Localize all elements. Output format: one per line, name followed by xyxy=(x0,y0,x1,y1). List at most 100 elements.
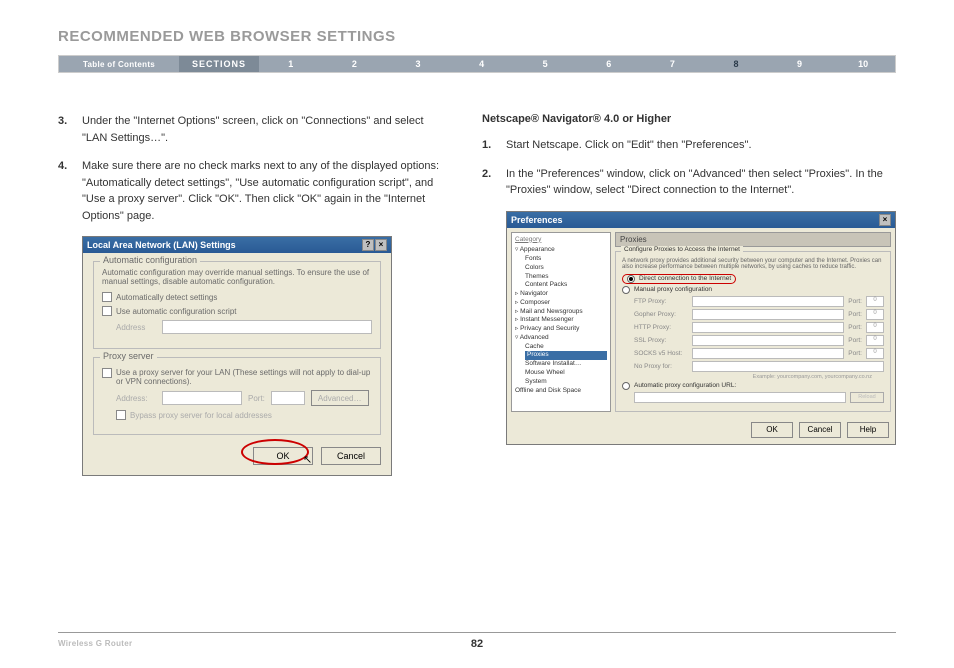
proxy-row-gopher: Gopher Proxy: Port: 0 xyxy=(634,309,884,320)
checkbox-label: Bypass proxy server for local addresses xyxy=(130,411,272,420)
nav-4[interactable]: 4 xyxy=(450,56,514,72)
nav-9[interactable]: 9 xyxy=(768,56,832,72)
step-num: 4. xyxy=(58,158,82,224)
step-text: Make sure there are no check marks next … xyxy=(82,158,447,224)
http-port-input[interactable]: 0 xyxy=(866,322,884,333)
tree-cache[interactable]: Cache xyxy=(525,343,607,352)
help-button[interactable]: Help xyxy=(847,422,889,438)
proxies-panel: Proxies Configure Proxies to Access the … xyxy=(615,232,891,412)
nav-8[interactable]: 8 xyxy=(704,56,768,72)
category-tree[interactable]: Category ▿ Appearance Fonts Colors Theme… xyxy=(511,232,611,412)
panel-title: Proxies xyxy=(615,232,891,247)
content: 3. Under the "Internet Options" screen, … xyxy=(0,73,954,476)
reload-button[interactable]: Reload xyxy=(850,392,884,403)
step-text: Start Netscape. Click on "Edit" then "Pr… xyxy=(506,137,752,154)
cancel-button[interactable]: Cancel xyxy=(321,447,381,465)
nav-6[interactable]: 6 xyxy=(577,56,641,72)
tree-content-packs[interactable]: Content Packs xyxy=(525,281,607,290)
checkbox-bypass[interactable] xyxy=(116,410,126,420)
cancel-button[interactable]: Cancel xyxy=(799,422,841,438)
netscape-heading: Netscape® Navigator® 4.0 or Higher xyxy=(482,113,896,125)
close-icon[interactable]: × xyxy=(375,239,387,251)
checkbox-auto-script[interactable] xyxy=(102,306,112,316)
proxy-address-input[interactable] xyxy=(162,391,242,405)
lan-dialog: Local Area Network (LAN) Settings ? × Au… xyxy=(82,236,392,476)
tree-appearance[interactable]: ▿ Appearance xyxy=(515,246,607,255)
address-input[interactable] xyxy=(162,320,372,334)
panel-group-title: Configure Proxies to Access the Internet xyxy=(621,246,743,253)
tree-fonts[interactable]: Fonts xyxy=(525,255,607,264)
tree-im[interactable]: ▹ Instant Messenger xyxy=(515,316,607,325)
nav-10[interactable]: 10 xyxy=(831,56,895,72)
ftp-port-input[interactable]: 0 xyxy=(866,296,884,307)
proxy-port-input[interactable] xyxy=(271,391,305,405)
no-proxy-input[interactable] xyxy=(692,361,884,372)
highlight-ring: Direct connection to the Internet xyxy=(622,274,736,284)
proxy-row-socks: SOCKS v5 Host: Port: 0 xyxy=(634,348,884,359)
tree-mouse[interactable]: Mouse Wheel xyxy=(525,369,607,378)
port-label: Port: xyxy=(848,337,862,344)
checkbox-auto-detect[interactable] xyxy=(102,292,112,302)
tree-software[interactable]: Software Installat… xyxy=(525,360,607,369)
help-icon[interactable]: ? xyxy=(362,239,374,251)
nav-5[interactable]: 5 xyxy=(513,56,577,72)
lan-titlebar: Local Area Network (LAN) Settings ? × xyxy=(83,237,391,253)
port-label: Port: xyxy=(848,311,862,318)
step-3: 3. Under the "Internet Options" screen, … xyxy=(58,113,447,146)
tree-composer[interactable]: ▹ Composer xyxy=(515,299,607,308)
step-2r: 2. In the "Preferences" window, click on… xyxy=(482,166,896,199)
nav-toc[interactable]: Table of Contents xyxy=(59,56,179,72)
tree-offline[interactable]: Offline and Disk Space xyxy=(515,387,607,396)
ok-button[interactable]: OK xyxy=(751,422,793,438)
pref-title: Preferences xyxy=(511,215,563,225)
gopher-proxy-input[interactable] xyxy=(692,309,844,320)
tree-system[interactable]: System xyxy=(525,378,607,387)
auto-url-input[interactable] xyxy=(634,392,846,403)
group-desc: Automatic configuration may override man… xyxy=(102,268,372,286)
radio-manual[interactable] xyxy=(622,286,630,294)
step-1r: 1. Start Netscape. Click on "Edit" then … xyxy=(482,137,896,154)
nav-1[interactable]: 1 xyxy=(259,56,323,72)
radio-label: Automatic proxy configuration URL: xyxy=(634,382,736,389)
address-label: Address: xyxy=(116,394,156,403)
checkbox-label: Automatically detect settings xyxy=(116,293,217,302)
ftp-proxy-input[interactable] xyxy=(692,296,844,307)
tree-privacy[interactable]: ▹ Privacy and Security xyxy=(515,325,607,334)
tree-mail[interactable]: ▹ Mail and Newsgroups xyxy=(515,308,607,317)
socks-host-input[interactable] xyxy=(692,348,844,359)
proxy-server-group: Proxy server Use a proxy server for your… xyxy=(93,357,381,435)
socks-port-input[interactable]: 0 xyxy=(866,348,884,359)
step-4: 4. Make sure there are no check marks ne… xyxy=(58,158,447,224)
tree-advanced[interactable]: ▿ Advanced xyxy=(515,334,607,343)
ssl-proxy-input[interactable] xyxy=(692,335,844,346)
checkbox-use-proxy[interactable] xyxy=(102,368,112,378)
port-label: Port: xyxy=(848,350,862,357)
nav-3[interactable]: 3 xyxy=(386,56,450,72)
category-header: Category xyxy=(515,236,607,245)
radio-auto-url[interactable] xyxy=(622,382,630,390)
tree-themes[interactable]: Themes xyxy=(525,273,607,282)
page-title: RECOMMENDED WEB BROWSER SETTINGS xyxy=(0,0,954,55)
advanced-button[interactable]: Advanced… xyxy=(311,390,369,406)
tree-navigator[interactable]: ▹ Navigator xyxy=(515,290,607,299)
nav-2[interactable]: 2 xyxy=(323,56,387,72)
tree-proxies[interactable]: Proxies xyxy=(525,351,607,360)
tree-colors[interactable]: Colors xyxy=(525,264,607,273)
step-num: 3. xyxy=(58,113,82,146)
nav-7[interactable]: 7 xyxy=(641,56,705,72)
step-num: 1. xyxy=(482,137,506,154)
gopher-port-input[interactable]: 0 xyxy=(866,309,884,320)
http-proxy-input[interactable] xyxy=(692,322,844,333)
step-text: In the "Preferences" window, click on "A… xyxy=(506,166,896,199)
checkbox-label: Use a proxy server for your LAN (These s… xyxy=(116,368,372,386)
step-num: 2. xyxy=(482,166,506,199)
proxy-row-http: HTTP Proxy: Port: 0 xyxy=(634,322,884,333)
right-column: Netscape® Navigator® 4.0 or Higher 1. St… xyxy=(482,113,896,476)
group-title: Automatic configuration xyxy=(100,255,200,265)
close-icon[interactable]: × xyxy=(879,214,891,226)
checkbox-label: Use automatic configuration script xyxy=(116,307,237,316)
ssl-port-input[interactable]: 0 xyxy=(866,335,884,346)
radio-direct[interactable] xyxy=(627,275,635,283)
proxy-row-ftp: FTP Proxy: Port: 0 xyxy=(634,296,884,307)
proxy-label: SOCKS v5 Host: xyxy=(634,350,688,357)
